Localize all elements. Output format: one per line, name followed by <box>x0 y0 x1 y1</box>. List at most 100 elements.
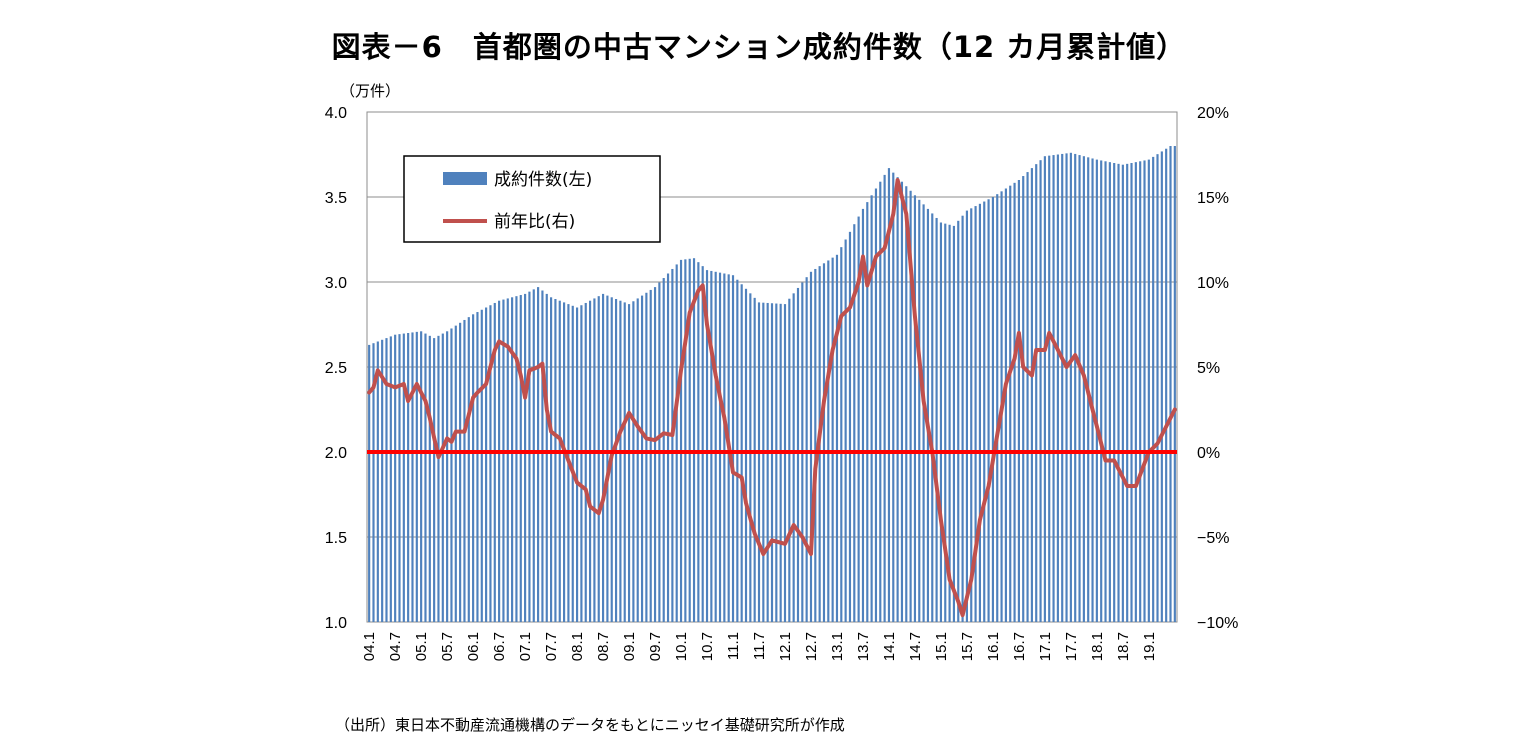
left-tick-label: 4.0 <box>325 105 347 122</box>
bar <box>766 302 769 622</box>
bar <box>679 259 683 622</box>
right-tick-label: 15% <box>1197 190 1229 207</box>
legend-label-transactions: 成約件数(左) <box>494 170 592 190</box>
bar <box>1065 153 1068 622</box>
bar <box>1152 156 1155 622</box>
bar <box>1009 185 1012 622</box>
bar <box>753 297 756 622</box>
bar <box>480 309 483 622</box>
bar <box>1130 163 1133 622</box>
x-tick-label: 15.7 <box>959 632 976 661</box>
bar <box>805 277 808 622</box>
bar <box>537 287 540 622</box>
right-tick-label: −10% <box>1197 615 1238 632</box>
bar <box>437 335 440 622</box>
x-tick-label: 14.1 <box>881 632 898 661</box>
bar <box>835 254 839 623</box>
bar <box>779 303 782 622</box>
bar <box>1147 159 1150 622</box>
bar <box>861 208 865 622</box>
x-tick-label: 11.1 <box>725 632 742 660</box>
bar <box>623 302 626 622</box>
bar <box>892 172 895 622</box>
x-tick-label: 15.1 <box>933 632 950 661</box>
bar <box>1156 154 1159 622</box>
bar <box>935 217 938 622</box>
bar <box>428 335 431 622</box>
bar <box>714 271 717 622</box>
bar <box>532 289 535 622</box>
bar <box>744 288 748 622</box>
bar <box>1117 163 1120 622</box>
bar <box>433 338 436 622</box>
bar <box>506 298 509 622</box>
bar <box>653 287 657 622</box>
chart-area: 4.0 3.5 3.0 2.5 2.0 1.5 1.0 20% 15% 10% 5% 0% −5% −1… <box>325 105 1239 661</box>
left-axis-unit: （万件） <box>340 82 401 100</box>
bar <box>563 302 566 622</box>
bar <box>485 307 488 622</box>
bar <box>770 303 774 622</box>
left-tick-label: 3.0 <box>325 275 347 292</box>
bar <box>424 333 427 622</box>
bar <box>887 168 891 622</box>
bar <box>870 195 873 623</box>
bar <box>420 331 423 622</box>
bar <box>454 325 457 622</box>
bar <box>1061 153 1064 622</box>
bar <box>411 332 414 622</box>
bar <box>1143 160 1146 622</box>
bar <box>905 186 908 622</box>
bar <box>588 300 592 622</box>
x-tick-label: 05.1 <box>413 632 430 661</box>
x-tick-label: 05.7 <box>439 632 456 661</box>
bar <box>996 194 999 622</box>
bar <box>957 220 960 623</box>
bar <box>718 272 722 622</box>
bar <box>844 239 847 622</box>
bar <box>684 259 687 622</box>
bar <box>1043 156 1046 622</box>
bar <box>757 302 761 622</box>
bar <box>840 247 843 622</box>
x-tick-label: 16.1 <box>985 632 1002 661</box>
bar <box>913 195 917 623</box>
bar <box>1113 163 1116 622</box>
bar <box>1121 164 1124 622</box>
bar <box>597 296 600 622</box>
bar <box>697 262 700 622</box>
bar <box>619 300 622 622</box>
bar <box>476 312 479 622</box>
x-tick-label: 04.1 <box>361 632 378 661</box>
bar <box>874 188 878 622</box>
bar <box>1100 160 1103 622</box>
bar <box>1108 162 1111 622</box>
bar <box>398 334 401 622</box>
bar <box>857 216 860 623</box>
x-tick-label: 16.7 <box>1011 632 1028 661</box>
bar <box>550 297 553 622</box>
legend-bar-swatch <box>443 172 487 185</box>
x-tick-label: 13.1 <box>829 632 846 661</box>
bar <box>900 181 904 622</box>
legend-box <box>403 155 661 243</box>
left-tick-label: 3.5 <box>325 190 347 207</box>
bar <box>675 264 678 622</box>
bar <box>1056 154 1059 622</box>
bar <box>1104 161 1107 623</box>
right-tick-label: 5% <box>1197 360 1220 377</box>
bar <box>848 231 852 622</box>
right-axis-ticks: 20% 15% 10% 5% 0% −5% −10% <box>1197 105 1238 632</box>
x-tick-label: 19.1 <box>1141 632 1158 661</box>
bar <box>1078 155 1081 623</box>
bar <box>368 344 371 622</box>
bar <box>1048 155 1051 622</box>
bar <box>645 292 648 622</box>
bar <box>450 328 453 622</box>
x-tick-label: 07.7 <box>543 632 560 661</box>
bar <box>649 289 652 622</box>
bar <box>636 298 639 622</box>
bar <box>918 199 921 623</box>
bar <box>1165 148 1168 622</box>
x-tick-label: 10.7 <box>699 632 716 661</box>
